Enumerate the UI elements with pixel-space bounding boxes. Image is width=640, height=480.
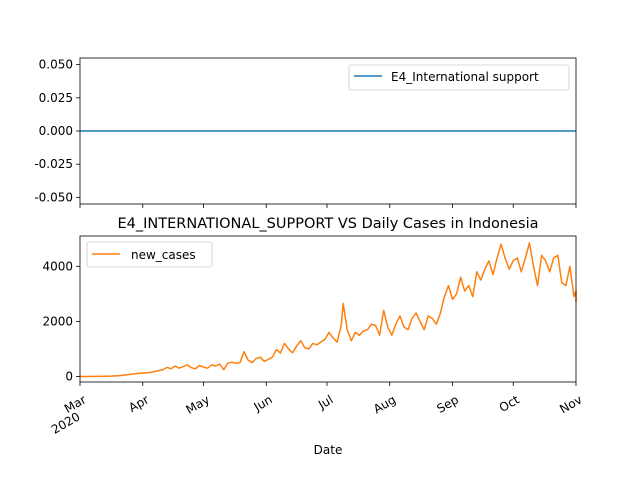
top-x-ticks (79, 204, 577, 208)
top-y-tick-label: -0.050 (34, 190, 73, 204)
top-legend-frame (348, 64, 570, 91)
bottom-legend: new_cases (86, 241, 213, 268)
top-y-ticks: 0.050 0.025 0.000 -0.025 -0.050 (34, 58, 80, 204)
bottom-y-ticks: 0 2000 4000 (42, 259, 80, 383)
chart-title: E4_INTERNATIONAL_SUPPORT VS Daily Cases … (118, 216, 539, 232)
top-y-tick-label: 0.050 (39, 58, 73, 72)
bottom-y-tick-label: 4000 (42, 259, 73, 273)
top-y-tick-label: 0.025 (39, 91, 73, 105)
top-y-tick-label: 0.000 (39, 124, 73, 138)
top-axes-frame (79, 57, 577, 205)
top-y-tick-label: -0.025 (34, 157, 73, 171)
x-axis-label: Date (314, 443, 343, 457)
bottom-axes-frame (79, 235, 577, 383)
top-legend-label: E4_International support (391, 70, 539, 84)
bottom-x-tick-label: Jul (315, 392, 335, 412)
bottom-y-tick-label: 0 (65, 369, 73, 383)
top-subplot: 0.050 0.025 0.000 -0.025 -0.050 E4_Internati… (34, 57, 577, 208)
bottom-legend-frame (86, 241, 213, 268)
bottom-y-tick-label: 2000 (42, 314, 73, 328)
top-legend: E4_International support (348, 64, 570, 91)
series-line-new-cases (79, 242, 577, 378)
bottom-legend-label: new_cases (131, 248, 196, 262)
